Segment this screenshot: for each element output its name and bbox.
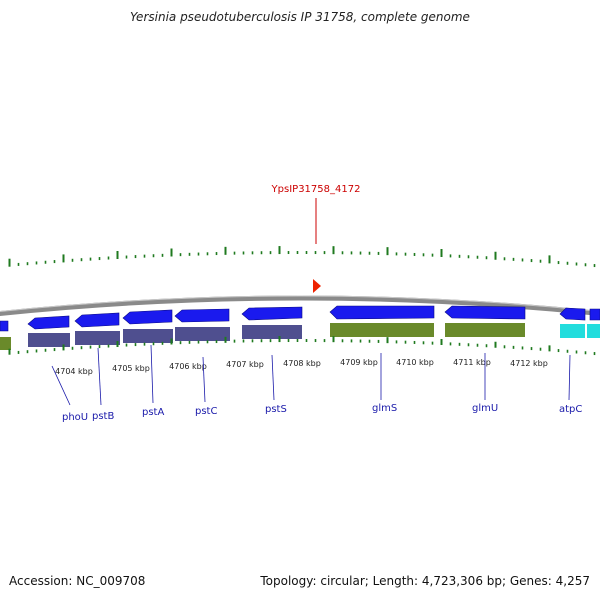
kbp-label-4711: 4711 kbp (453, 358, 491, 367)
gene-pointer-pstA (150, 344, 154, 404)
kbp-labels: 4704 kbp 4705 kbp 4706 kbp 4707 kbp 4708… (55, 358, 548, 376)
cds-blocks (0, 323, 600, 350)
outer-scale-ticks (8, 246, 596, 268)
cds-block-0 (0, 337, 11, 350)
kbp-label-4705: 4705 kbp (112, 364, 150, 373)
gene-arrow-3 (122, 309, 173, 325)
gene-arrow-1 (27, 315, 70, 330)
cds-block-4 (175, 327, 230, 341)
kbp-label-4704: 4704 kbp (55, 367, 93, 376)
gene-pointer-pstC (202, 356, 206, 403)
feature-label[interactable]: YpsIP31758_4172 (271, 184, 361, 195)
gene-pointer-pstB (97, 347, 102, 406)
cds-block-6 (330, 323, 434, 337)
gene-arrow-7 (444, 305, 526, 320)
gene-pointer-phoU (51, 365, 71, 406)
kbp-label-4706: 4706 kbp (169, 362, 207, 371)
cds-block-3 (123, 329, 173, 343)
kbp-label-4710: 4710 kbp (396, 358, 434, 367)
gene-arrow-8 (559, 307, 586, 321)
gene-label-phoU[interactable]: phoU (62, 412, 88, 423)
gene-arrows (0, 305, 600, 332)
gene-arrow-4 (174, 308, 230, 323)
kbp-label-4709: 4709 kbp (340, 358, 378, 367)
cds-block-5 (242, 325, 302, 339)
cds-block-9 (587, 324, 600, 338)
kbp-label-4708: 4708 kbp (283, 359, 321, 368)
gene-arrow-9 (589, 308, 600, 321)
gene-arrow-0 (0, 320, 9, 332)
cds-block-2 (75, 331, 120, 345)
genome-summary-text: Topology: circular; Length: 4,723,306 bp… (260, 574, 590, 588)
cds-block-8 (560, 324, 585, 338)
inner-scale-ticks (8, 336, 596, 356)
map-title: Yersinia pseudotuberculosis IP 31758, co… (130, 10, 470, 24)
cds-block-7 (445, 323, 525, 337)
feature-marker[interactable] (313, 279, 321, 293)
gene-label-pstC[interactable]: pstC (195, 406, 217, 417)
gene-pointer-atpC (568, 354, 571, 401)
accession-text: Accession: NC_009708 (9, 574, 146, 588)
gene-label-pstB[interactable]: pstB (92, 411, 114, 422)
gene-labels: phoU pstB pstA pstC pstS glmS glmU atpC (51, 344, 582, 423)
genome-backbone (0, 295, 600, 317)
gene-arrow-2 (74, 312, 120, 328)
gene-label-glmU[interactable]: glmU (472, 403, 498, 414)
gene-pointer-pstS (271, 354, 275, 401)
kbp-label-4712: 4712 kbp (510, 359, 548, 368)
gene-label-atpC[interactable]: atpC (559, 404, 582, 415)
gene-label-pstA[interactable]: pstA (142, 407, 164, 418)
gene-label-glmS[interactable]: glmS (372, 403, 397, 414)
cds-block-1 (28, 333, 70, 347)
kbp-label-4707: 4707 kbp (226, 360, 264, 369)
gene-label-pstS[interactable]: pstS (265, 404, 287, 415)
gene-arrow-6 (329, 305, 435, 320)
gene-arrow-5 (241, 306, 303, 321)
